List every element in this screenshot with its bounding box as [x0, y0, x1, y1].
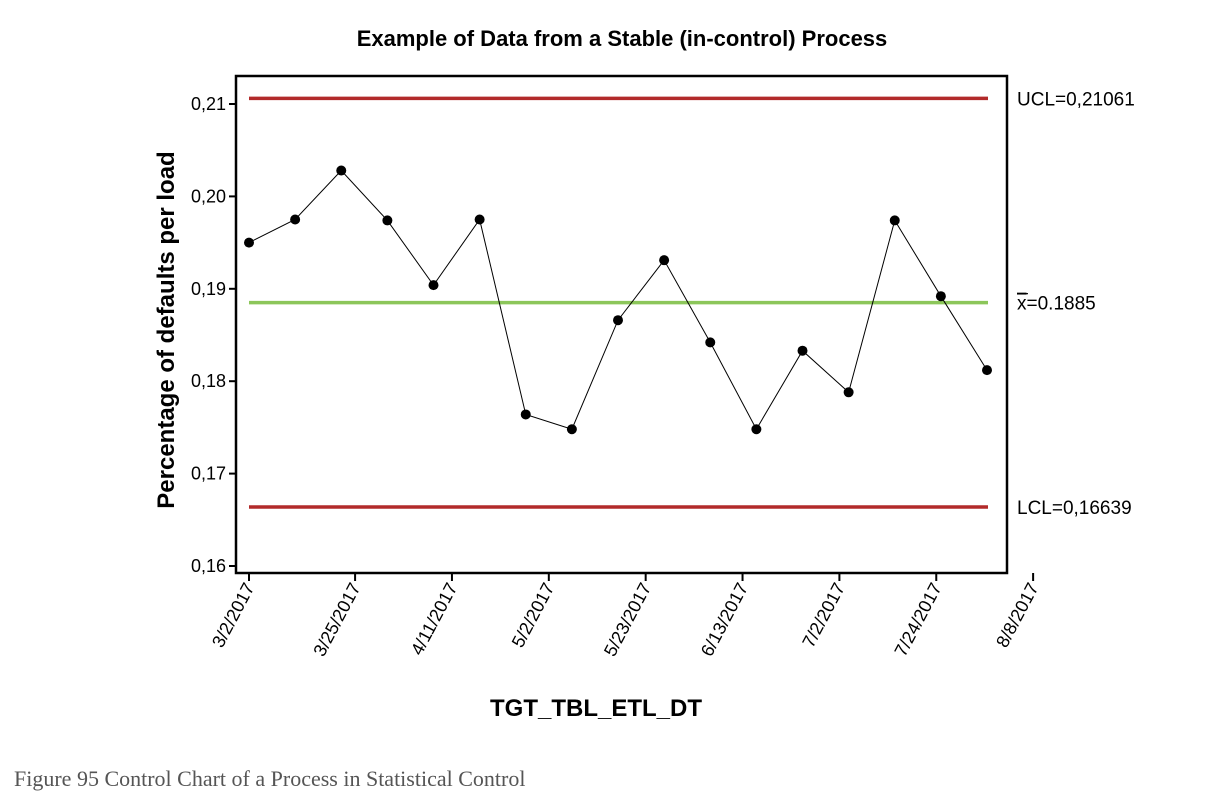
y-tick-label: 0,21: [191, 94, 226, 114]
y-axis-title: Percentage of defaults per load: [153, 151, 180, 508]
data-point: [474, 214, 485, 225]
x-tick-label: 8/8/2017: [992, 579, 1043, 650]
data-point: [935, 291, 946, 302]
data-point: [382, 215, 393, 226]
control-limit-labels: UCL=0,21061 x=0.1885 LCL=0,16639: [1017, 89, 1135, 519]
data-point: [336, 165, 347, 176]
data-point: [428, 280, 439, 291]
y-axis: 0,16 0,17 0,18 0,19 0,20 0,21: [191, 94, 236, 576]
chart-title: Example of Data from a Stable (in-contro…: [357, 26, 888, 51]
y-tick-label: 0,20: [191, 186, 226, 206]
data-point: [751, 424, 762, 435]
x-tick-label: 4/11/2017: [407, 579, 462, 658]
data-point: [566, 424, 577, 435]
figure-caption: Figure 95 Control Chart of a Process in …: [14, 766, 526, 791]
data-point: [290, 214, 301, 225]
series-line: [248, 169, 988, 431]
x-tick-label: 7/24/2017: [891, 579, 946, 659]
data-point: [520, 409, 531, 420]
center-line-label: x=0.1885: [1017, 294, 1096, 315]
y-tick-label: 0,18: [191, 371, 226, 391]
data-point: [659, 255, 670, 266]
data-point: [244, 237, 254, 248]
data-point: [982, 365, 992, 376]
data-point: [797, 345, 808, 356]
x-axis: 3/2/2017 3/25/2017 4/11/2017 5/2/2017 5/23/2…: [208, 573, 1043, 660]
x-tick-label: 3/25/2017: [309, 579, 364, 659]
x-tick-label: 6/13/2017: [697, 579, 752, 659]
y-tick-label: 0,19: [191, 279, 226, 299]
ucl-label: UCL=0,21061: [1017, 89, 1135, 110]
x-tick-label: 7/2/2017: [798, 579, 849, 650]
plot-frame: [234, 74, 1009, 575]
x-tick-label: 5/23/2017: [600, 579, 655, 659]
x-tick-label: 3/2/2017: [208, 579, 259, 650]
y-tick-label: 0,16: [191, 556, 226, 576]
data-point: [705, 337, 716, 348]
x-axis-title: TGT_TBL_ETL_DT: [490, 695, 702, 722]
data-point: [613, 315, 623, 326]
lcl-label: LCL=0,16639: [1017, 498, 1132, 519]
data-series: [244, 165, 992, 435]
y-tick-label: 0,17: [191, 464, 226, 484]
x-tick-label: 5/2/2017: [508, 579, 559, 650]
data-point: [843, 387, 854, 398]
data-point: [889, 215, 900, 226]
control-limit-lines: [249, 96, 988, 509]
